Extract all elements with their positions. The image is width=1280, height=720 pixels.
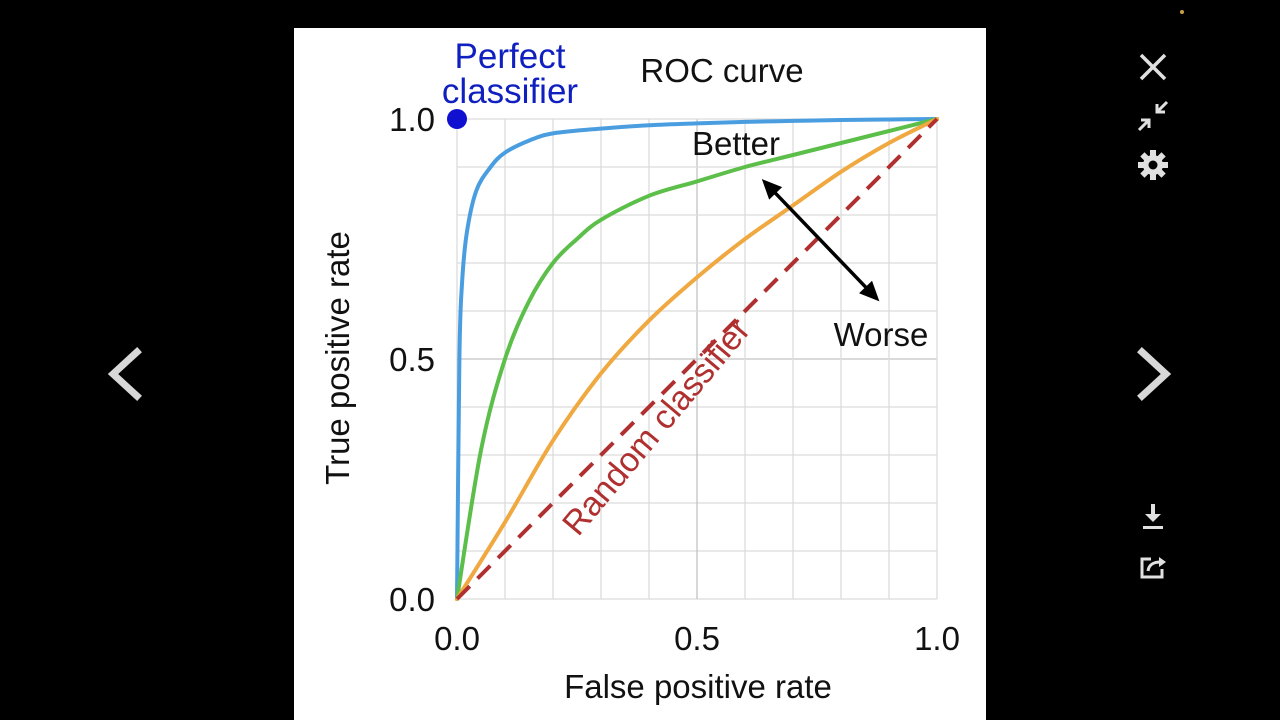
download-button[interactable] — [1133, 496, 1173, 536]
perfect-label-line2: classifier — [442, 72, 578, 111]
arrow-head-better — [761, 179, 783, 200]
chart-series — [455, 117, 939, 601]
series-excellent-line — [455, 117, 939, 601]
gear-icon — [1138, 150, 1168, 180]
series-random-line — [455, 117, 939, 601]
settings-button[interactable] — [1133, 145, 1173, 185]
y-axis-label: True positive rate — [319, 231, 356, 485]
arrow-head-worse — [859, 280, 880, 302]
y-tick-label: 0.5 — [389, 341, 435, 378]
axis-ticks: 0.0 0.5 1.0 0.0 0.5 1.0 — [389, 101, 960, 657]
x-tick-label: 0.0 — [434, 620, 480, 657]
random-classifier-label: Random classifier — [555, 311, 758, 542]
roc-chart: ROC curve Perfect classifier Better Wors… — [319, 37, 960, 705]
share-button[interactable] — [1133, 546, 1173, 586]
status-dot — [1180, 10, 1184, 14]
series-fair-line — [455, 117, 939, 601]
download-icon — [1143, 504, 1163, 529]
x-tick-label: 0.5 — [674, 620, 720, 657]
series-good-line — [455, 117, 939, 601]
chart-title: ROC curve — [640, 52, 803, 89]
close-button[interactable] — [1133, 47, 1173, 87]
arrow-shaft — [770, 187, 871, 293]
chevron-left-icon — [107, 347, 142, 401]
exit-fullscreen-icon — [1137, 100, 1169, 132]
y-tick-label: 1.0 — [389, 101, 435, 138]
exit-fullscreen-button[interactable] — [1133, 96, 1173, 136]
chevron-right-icon — [1137, 347, 1172, 401]
x-axis-label: False positive rate — [564, 668, 832, 705]
share-icon — [1140, 557, 1166, 579]
better-worse-arrow — [761, 179, 880, 302]
close-icon — [1139, 53, 1167, 81]
image-panel: ROC curve Perfect classifier Better Wors… — [294, 28, 986, 720]
x-tick-label: 1.0 — [914, 620, 960, 657]
perfect-label-line1: Perfect — [455, 37, 566, 76]
y-tick-label: 0.0 — [389, 581, 435, 618]
worse-label: Worse — [834, 316, 929, 353]
perfect-classifier-point — [447, 109, 467, 129]
better-label: Better — [692, 125, 780, 162]
previous-button[interactable] — [97, 334, 157, 414]
next-button[interactable] — [1122, 334, 1182, 414]
